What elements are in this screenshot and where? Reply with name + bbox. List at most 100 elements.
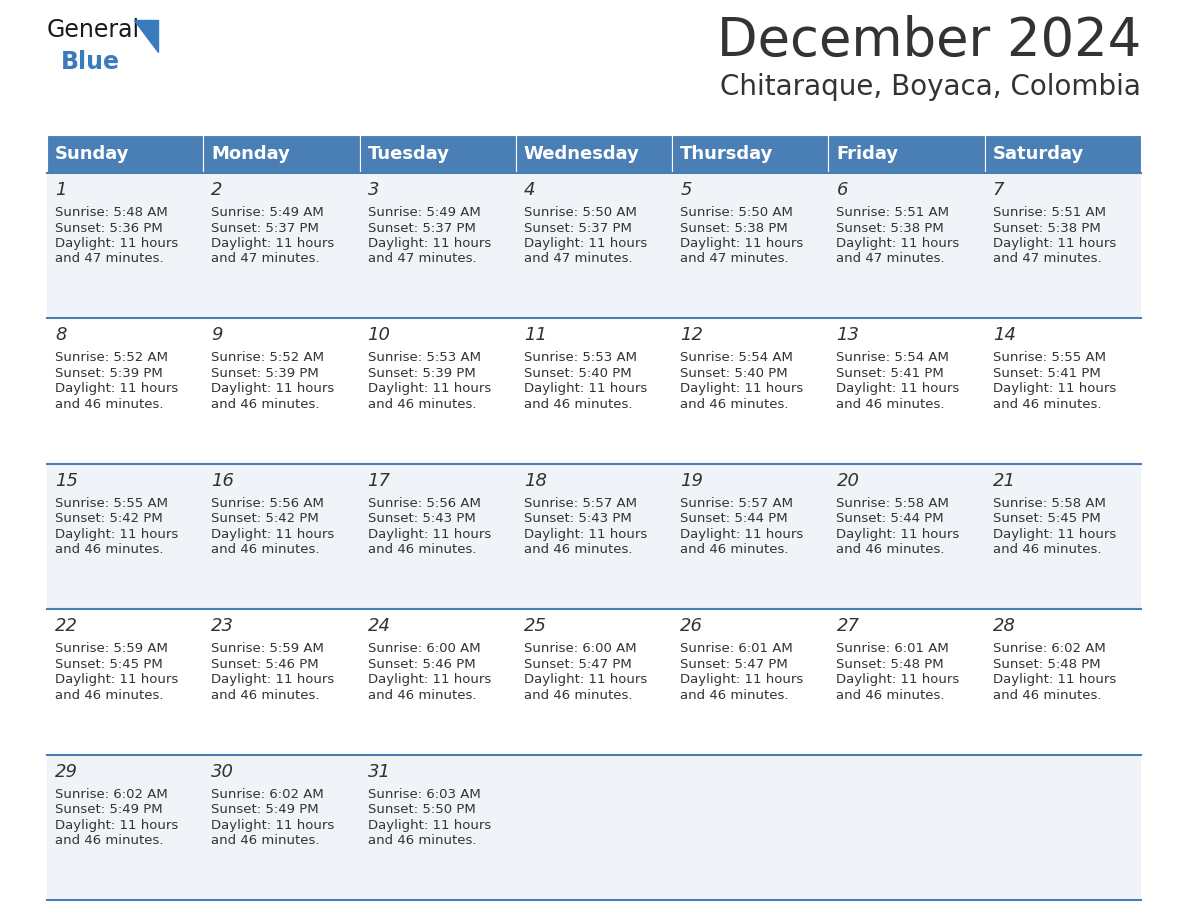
Text: Sunrise: 6:00 AM: Sunrise: 6:00 AM [524, 643, 637, 655]
Text: Sunset: 5:41 PM: Sunset: 5:41 PM [836, 367, 944, 380]
Text: and 47 minutes.: and 47 minutes. [836, 252, 944, 265]
Text: General: General [48, 18, 140, 42]
Text: and 46 minutes.: and 46 minutes. [993, 397, 1101, 411]
Text: Sunset: 5:39 PM: Sunset: 5:39 PM [55, 367, 163, 380]
Text: 8: 8 [55, 327, 67, 344]
Text: Daylight: 11 hours: Daylight: 11 hours [55, 673, 178, 686]
Text: Sunset: 5:44 PM: Sunset: 5:44 PM [681, 512, 788, 525]
Text: 10: 10 [367, 327, 391, 344]
Text: 14: 14 [993, 327, 1016, 344]
Text: Sunset: 5:43 PM: Sunset: 5:43 PM [367, 512, 475, 525]
Text: Sunrise: 5:51 AM: Sunrise: 5:51 AM [993, 206, 1106, 219]
Text: Sunrise: 5:55 AM: Sunrise: 5:55 AM [993, 352, 1106, 364]
Text: Tuesday: Tuesday [367, 145, 449, 163]
Text: Sunset: 5:39 PM: Sunset: 5:39 PM [367, 367, 475, 380]
Text: Daylight: 11 hours: Daylight: 11 hours [211, 383, 335, 396]
Text: 22: 22 [55, 617, 78, 635]
Text: Sunset: 5:38 PM: Sunset: 5:38 PM [993, 221, 1100, 234]
Bar [672, 173, 828, 319]
Text: Sunrise: 6:00 AM: Sunrise: 6:00 AM [367, 643, 480, 655]
Text: Sunrise: 5:50 AM: Sunrise: 5:50 AM [524, 206, 637, 219]
Text: 17: 17 [367, 472, 391, 490]
Text: Sunrise: 6:03 AM: Sunrise: 6:03 AM [367, 788, 480, 800]
Text: Sunrise: 5:58 AM: Sunrise: 5:58 AM [836, 497, 949, 509]
Text: and 46 minutes.: and 46 minutes. [211, 543, 320, 556]
Text: 28: 28 [993, 617, 1016, 635]
Bar [516, 464, 672, 610]
Text: 23: 23 [211, 617, 234, 635]
Text: Daylight: 11 hours: Daylight: 11 hours [524, 673, 647, 686]
Bar [828, 319, 985, 464]
Text: and 47 minutes.: and 47 minutes. [993, 252, 1101, 265]
Text: December 2024: December 2024 [716, 15, 1140, 67]
Text: Sunrise: 5:54 AM: Sunrise: 5:54 AM [836, 352, 949, 364]
Text: Sunrise: 5:51 AM: Sunrise: 5:51 AM [836, 206, 949, 219]
Text: Sunset: 5:46 PM: Sunset: 5:46 PM [211, 657, 318, 671]
Text: Daylight: 11 hours: Daylight: 11 hours [55, 383, 178, 396]
Text: 27: 27 [836, 617, 859, 635]
Text: and 46 minutes.: and 46 minutes. [836, 688, 944, 701]
Text: Sunrise: 5:59 AM: Sunrise: 5:59 AM [211, 643, 324, 655]
Text: and 46 minutes.: and 46 minutes. [681, 397, 789, 411]
Text: 20: 20 [836, 472, 859, 490]
Bar [48, 319, 203, 464]
Text: and 47 minutes.: and 47 minutes. [367, 252, 476, 265]
Bar [360, 135, 516, 173]
Text: 24: 24 [367, 617, 391, 635]
Text: Sunset: 5:50 PM: Sunset: 5:50 PM [367, 803, 475, 816]
Bar [985, 135, 1140, 173]
Bar [203, 319, 360, 464]
Text: Daylight: 11 hours: Daylight: 11 hours [55, 819, 178, 832]
Text: Sunrise: 5:54 AM: Sunrise: 5:54 AM [681, 352, 794, 364]
Text: Sunset: 5:47 PM: Sunset: 5:47 PM [681, 657, 788, 671]
Text: Daylight: 11 hours: Daylight: 11 hours [211, 673, 335, 686]
Text: Sunset: 5:47 PM: Sunset: 5:47 PM [524, 657, 632, 671]
Text: 9: 9 [211, 327, 223, 344]
Bar [203, 755, 360, 900]
Text: and 46 minutes.: and 46 minutes. [367, 688, 476, 701]
Text: Daylight: 11 hours: Daylight: 11 hours [367, 237, 491, 250]
Text: Daylight: 11 hours: Daylight: 11 hours [524, 528, 647, 541]
Bar [985, 173, 1140, 319]
Text: Sunset: 5:49 PM: Sunset: 5:49 PM [55, 803, 163, 816]
Text: 13: 13 [836, 327, 859, 344]
Text: 4: 4 [524, 181, 536, 199]
Text: Daylight: 11 hours: Daylight: 11 hours [55, 237, 178, 250]
Bar [516, 755, 672, 900]
Text: Daylight: 11 hours: Daylight: 11 hours [836, 237, 960, 250]
Text: Sunset: 5:37 PM: Sunset: 5:37 PM [211, 221, 320, 234]
Bar [985, 319, 1140, 464]
Text: Sunset: 5:44 PM: Sunset: 5:44 PM [836, 512, 944, 525]
Text: and 46 minutes.: and 46 minutes. [211, 397, 320, 411]
Bar [516, 135, 672, 173]
Bar [360, 610, 516, 755]
Text: Chitaraque, Boyaca, Colombia: Chitaraque, Boyaca, Colombia [720, 73, 1140, 101]
Text: and 46 minutes.: and 46 minutes. [367, 834, 476, 847]
Text: and 46 minutes.: and 46 minutes. [993, 543, 1101, 556]
Text: Sunrise: 5:55 AM: Sunrise: 5:55 AM [55, 497, 168, 509]
Text: and 47 minutes.: and 47 minutes. [681, 252, 789, 265]
Text: Sunrise: 5:58 AM: Sunrise: 5:58 AM [993, 497, 1106, 509]
Text: Sunrise: 6:02 AM: Sunrise: 6:02 AM [211, 788, 324, 800]
Text: Sunrise: 5:49 AM: Sunrise: 5:49 AM [211, 206, 324, 219]
Text: Daylight: 11 hours: Daylight: 11 hours [681, 528, 803, 541]
Text: Daylight: 11 hours: Daylight: 11 hours [367, 528, 491, 541]
Text: and 46 minutes.: and 46 minutes. [55, 834, 164, 847]
Text: Daylight: 11 hours: Daylight: 11 hours [55, 528, 178, 541]
Text: Sunrise: 5:49 AM: Sunrise: 5:49 AM [367, 206, 480, 219]
Text: Sunset: 5:37 PM: Sunset: 5:37 PM [524, 221, 632, 234]
Bar [48, 464, 203, 610]
Text: Sunrise: 5:57 AM: Sunrise: 5:57 AM [681, 497, 794, 509]
Text: Daylight: 11 hours: Daylight: 11 hours [524, 237, 647, 250]
Bar [672, 464, 828, 610]
Text: 3: 3 [367, 181, 379, 199]
Text: 30: 30 [211, 763, 234, 780]
Bar [48, 173, 203, 319]
Text: and 46 minutes.: and 46 minutes. [55, 543, 164, 556]
Text: Friday: Friday [836, 145, 898, 163]
Bar [48, 610, 203, 755]
Text: Sunset: 5:45 PM: Sunset: 5:45 PM [993, 512, 1100, 525]
Bar [828, 755, 985, 900]
Text: Daylight: 11 hours: Daylight: 11 hours [681, 383, 803, 396]
Text: Sunset: 5:49 PM: Sunset: 5:49 PM [211, 803, 318, 816]
